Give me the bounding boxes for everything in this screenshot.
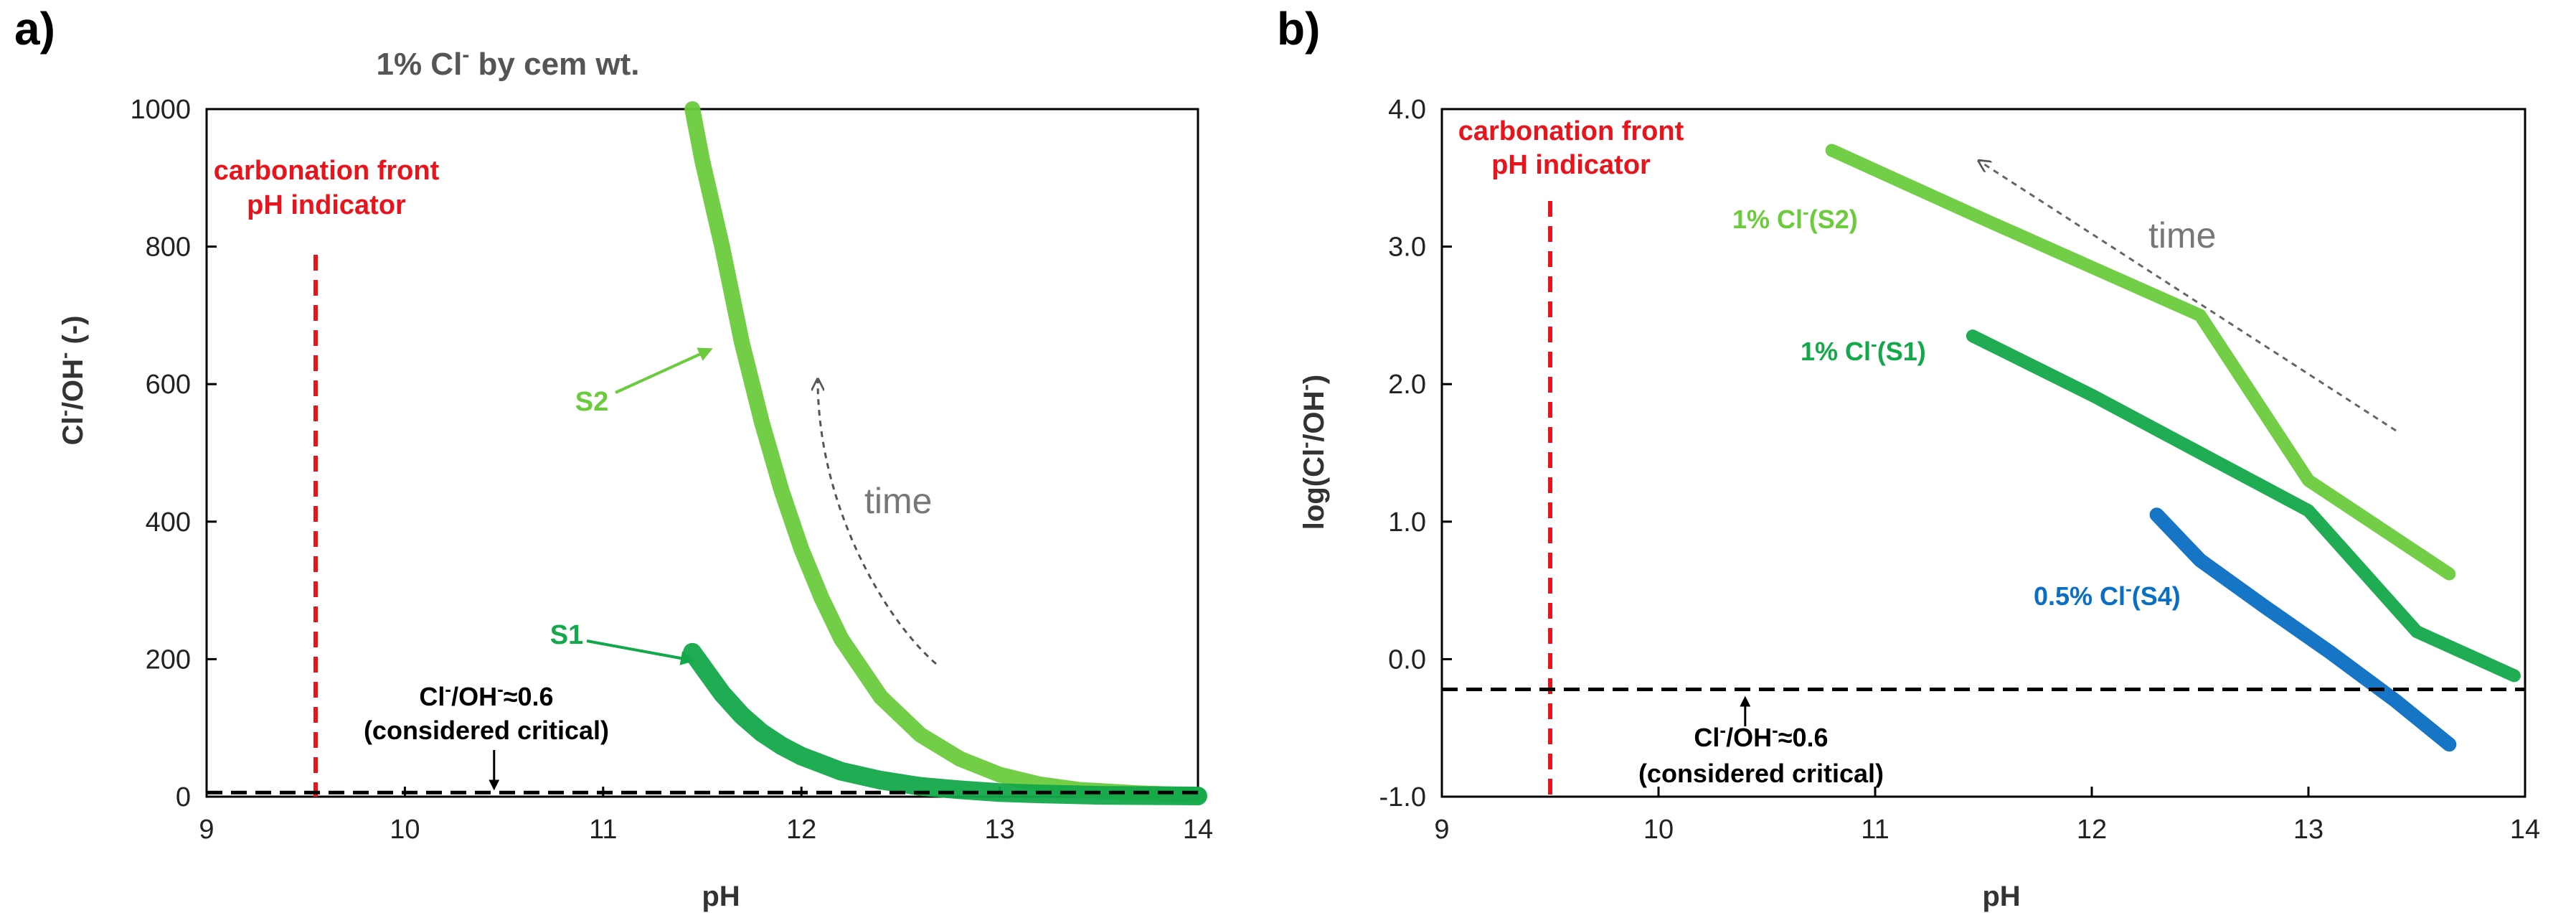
panel-b-plot-area: 9 10 11 12 13 14 -1.0 0.0 1.0 2.0 3.0 4.0 [1379, 95, 2541, 845]
panel-b-plot-frame [1440, 108, 2527, 798]
panel-a-indicator-label-line2: pH indicator [247, 190, 406, 220]
panel-b-series-0-line [1825, 144, 2456, 581]
panel-b-x-tick-label: 12 [2077, 815, 2107, 845]
panel-a-s1-pointer-arrow [586, 639, 695, 665]
panel-b-time-label: time [2148, 215, 2216, 256]
panel-b-x-axis-title: pH [1982, 881, 2020, 912]
panel-a-x-tick-label: 10 [390, 815, 420, 845]
panel-a-s1-annotation: S1 [550, 620, 583, 650]
panel-b-s2-label: 1% Cl-(S2) [1732, 201, 1858, 234]
panel-b-y-tick-label: 1.0 [1388, 507, 1426, 538]
panel-a-y-tick-label: 1000 [130, 95, 191, 125]
panel-b-x-tick-label: 13 [2293, 815, 2323, 845]
panel-a-x-tick-label: 13 [984, 815, 1014, 845]
panel-b-y-tick-label: 4.0 [1388, 95, 1426, 125]
panel-b-y-axis-title: log(Cl-/OH-) [1294, 375, 1330, 530]
panel-a-plot-frame [205, 108, 1199, 798]
panel-a-x-tick-label: 14 [1183, 815, 1213, 845]
panel-a-x-tick-label: 11 [589, 815, 617, 845]
panel-a-critical-label-line1: Cl-/OH-≈0.6 [419, 678, 553, 711]
panel-a-x-tick-label: 9 [199, 815, 214, 845]
panel-b-series-1-line [1966, 329, 2521, 683]
panel-a-y-tick-label: 200 [146, 645, 191, 675]
panel-a-s2-pointer-arrow [615, 347, 713, 394]
panel-b-x-tick-label: 10 [1643, 815, 1674, 845]
panel-b-s4-label: 0.5% Cl-(S4) [2034, 578, 2181, 611]
panel-a-series-0-line [684, 101, 1206, 804]
panel-a-s2-annotation: S2 [575, 387, 608, 417]
panel-b-s1-label: 1% Cl-(S1) [1801, 333, 1926, 366]
panel-b-critical-label-line1: Cl-/OH-≈0.6 [1694, 719, 1828, 752]
panel-b-y-tick-label: 2.0 [1388, 370, 1426, 400]
panel-a-y-tick-label: 0 [176, 782, 191, 812]
panel-a-y-tick-label: 800 [146, 233, 191, 263]
panel-a-critical-label-line2: (considered critical) [364, 716, 609, 745]
panel-b-label: b) [1277, 3, 1320, 55]
panel-b-x-tick-label: 9 [1434, 815, 1449, 845]
panel-b-y-tick-label: 3.0 [1388, 233, 1426, 263]
panel-a-time-label: time [864, 481, 932, 521]
panel-b-x-tick-label: 14 [2510, 815, 2540, 845]
panel-a-series-1-line [683, 642, 1207, 806]
panel-b-y-tick-label: -1.0 [1379, 782, 1426, 812]
panel-a-title: 1% Cl- by cem wt. [376, 43, 639, 82]
panel-b-series-2-line [2149, 507, 2457, 752]
panel-a-label: a) [14, 3, 55, 55]
panel-a-y-axis-title: Cl-/OH- (-) [53, 316, 89, 446]
panel-a-y-tick-label: 400 [146, 507, 191, 538]
panel-b-x-tick-label: 11 [1861, 815, 1889, 845]
panel-a-y-tick-label: 600 [146, 370, 191, 400]
panel-b: b) 9 10 11 12 13 14 -1.0 0.0 1.0 2.0 3.0 4.0 pH log… [1277, 3, 2540, 912]
panel-a: a) 1% Cl- by cem wt. 9 10 11 12 13 14 0 200 400 6… [14, 3, 1213, 912]
panel-a-x-tick-label: 12 [786, 815, 816, 845]
panel-a-plot-area: 9 10 11 12 13 14 0 200 400 600 800 1000 [130, 95, 1213, 845]
panel-b-time-arrow [1980, 161, 2397, 432]
panel-b-indicator-label-line1: carbonation front [1458, 116, 1684, 146]
panel-b-indicator-label-line2: pH indicator [1491, 150, 1651, 180]
panel-b-critical-label-line2: (considered critical) [1638, 759, 1884, 788]
panel-a-indicator-label-line1: carbonation front [214, 156, 440, 186]
panel-a-x-axis-title: pH [702, 881, 740, 912]
panel-b-y-tick-label: 0.0 [1388, 645, 1426, 675]
